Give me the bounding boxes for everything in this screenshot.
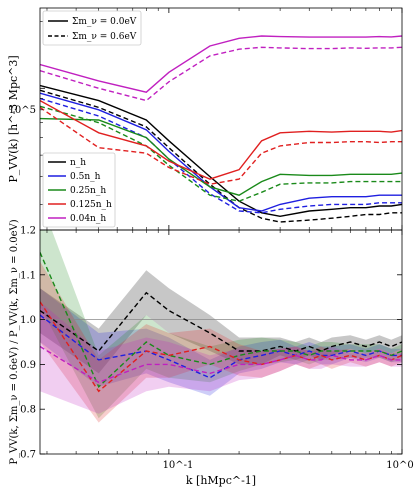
xtick-label-1: 10^0 — [386, 460, 413, 471]
top-ytick-label: 10^5 — [9, 105, 36, 116]
bottom-axes: 0.7 0.8 0.9 1.0 1.1 1.2 — [20, 226, 403, 461]
error-band-0.125n_h — [40, 261, 402, 423]
series-line-n_h-0.6eV — [40, 89, 402, 223]
bottom-ytick-label: 1.0 — [20, 315, 36, 326]
series-line-0.25n_h-0.0eV — [40, 117, 402, 196]
ratio-line-0.04n_h — [40, 345, 402, 384]
legend-tracer-nh: n_h — [70, 158, 86, 168]
top-panel: 10^5 P_VV(k) [h^-3 Mpc^3] Σm_ν = 0.0eV Σ… — [7, 7, 403, 231]
legend-style-dashed-label: Σm_ν = 0.6eV — [72, 32, 137, 42]
bottom-ytick-label: 0.9 — [20, 360, 36, 371]
bottom-panel: 0.7 0.8 0.9 1.0 1.1 1.2 10^-1 10^0 k [hMpc^-1… — [9, 219, 414, 487]
legend-tracer-05nh: 0.5n_h — [70, 172, 101, 182]
series-line-0.25n_h-0.6eV — [40, 105, 402, 202]
top-series-lines — [40, 35, 402, 223]
bottom-ytick-label: 0.8 — [20, 405, 36, 416]
ratio-line-0.25n_h — [40, 252, 402, 388]
bottom-series-lines — [40, 252, 402, 393]
ratio-line-n_h — [40, 291, 402, 352]
series-line-0.04n_h-0.6eV — [40, 46, 402, 102]
series-line-0.125n_h-0.0eV — [40, 99, 402, 180]
bottom-ytick-label: 0.7 — [20, 450, 36, 461]
bottom-plot-frame — [39, 229, 403, 455]
bottom-ylabel: P_VV(k, Σm_ν = 0.6eV) / P_VV(k, Σm_ν = 0… — [9, 219, 20, 464]
series-line-n_h-0.0eV — [40, 84, 402, 218]
series-line-0.5n_h-0.0eV — [40, 92, 402, 212]
legend-tracer-0125nh: 0.125n_h — [70, 200, 112, 210]
top-ylabel: P_VV(k) [h^-3 Mpc^3] — [7, 55, 20, 182]
legend-style-solid-label: Σm_ν = 0.0eV — [72, 17, 137, 27]
xtick-label-0.1: 10^-1 — [163, 460, 194, 471]
legend-tracers: n_h 0.5n_h 0.25n_h 0.125n_h 0.04n_h — [42, 152, 116, 228]
legend-tracer-004nh: 0.04n_h — [70, 214, 106, 224]
legend-style: Σm_ν = 0.0eV Σm_ν = 0.6eV — [42, 10, 142, 46]
error-band-0.25n_h — [40, 230, 402, 419]
bottom-error-bands — [40, 230, 402, 423]
x-axis-label: k [hMpc^-1] — [186, 474, 256, 487]
series-line-0.125n_h-0.6eV — [40, 106, 402, 185]
bottom-ytick-label: 1.2 — [20, 226, 36, 237]
series-line-0.04n_h-0.0eV — [40, 35, 402, 93]
error-band-0.5n_h — [40, 288, 402, 396]
error-band-0.04n_h — [40, 301, 402, 414]
legend-tracer-025nh: 0.25n_h — [70, 186, 106, 196]
top-axes — [40, 8, 403, 230]
bottom-ytick-label: 1.1 — [20, 270, 36, 281]
